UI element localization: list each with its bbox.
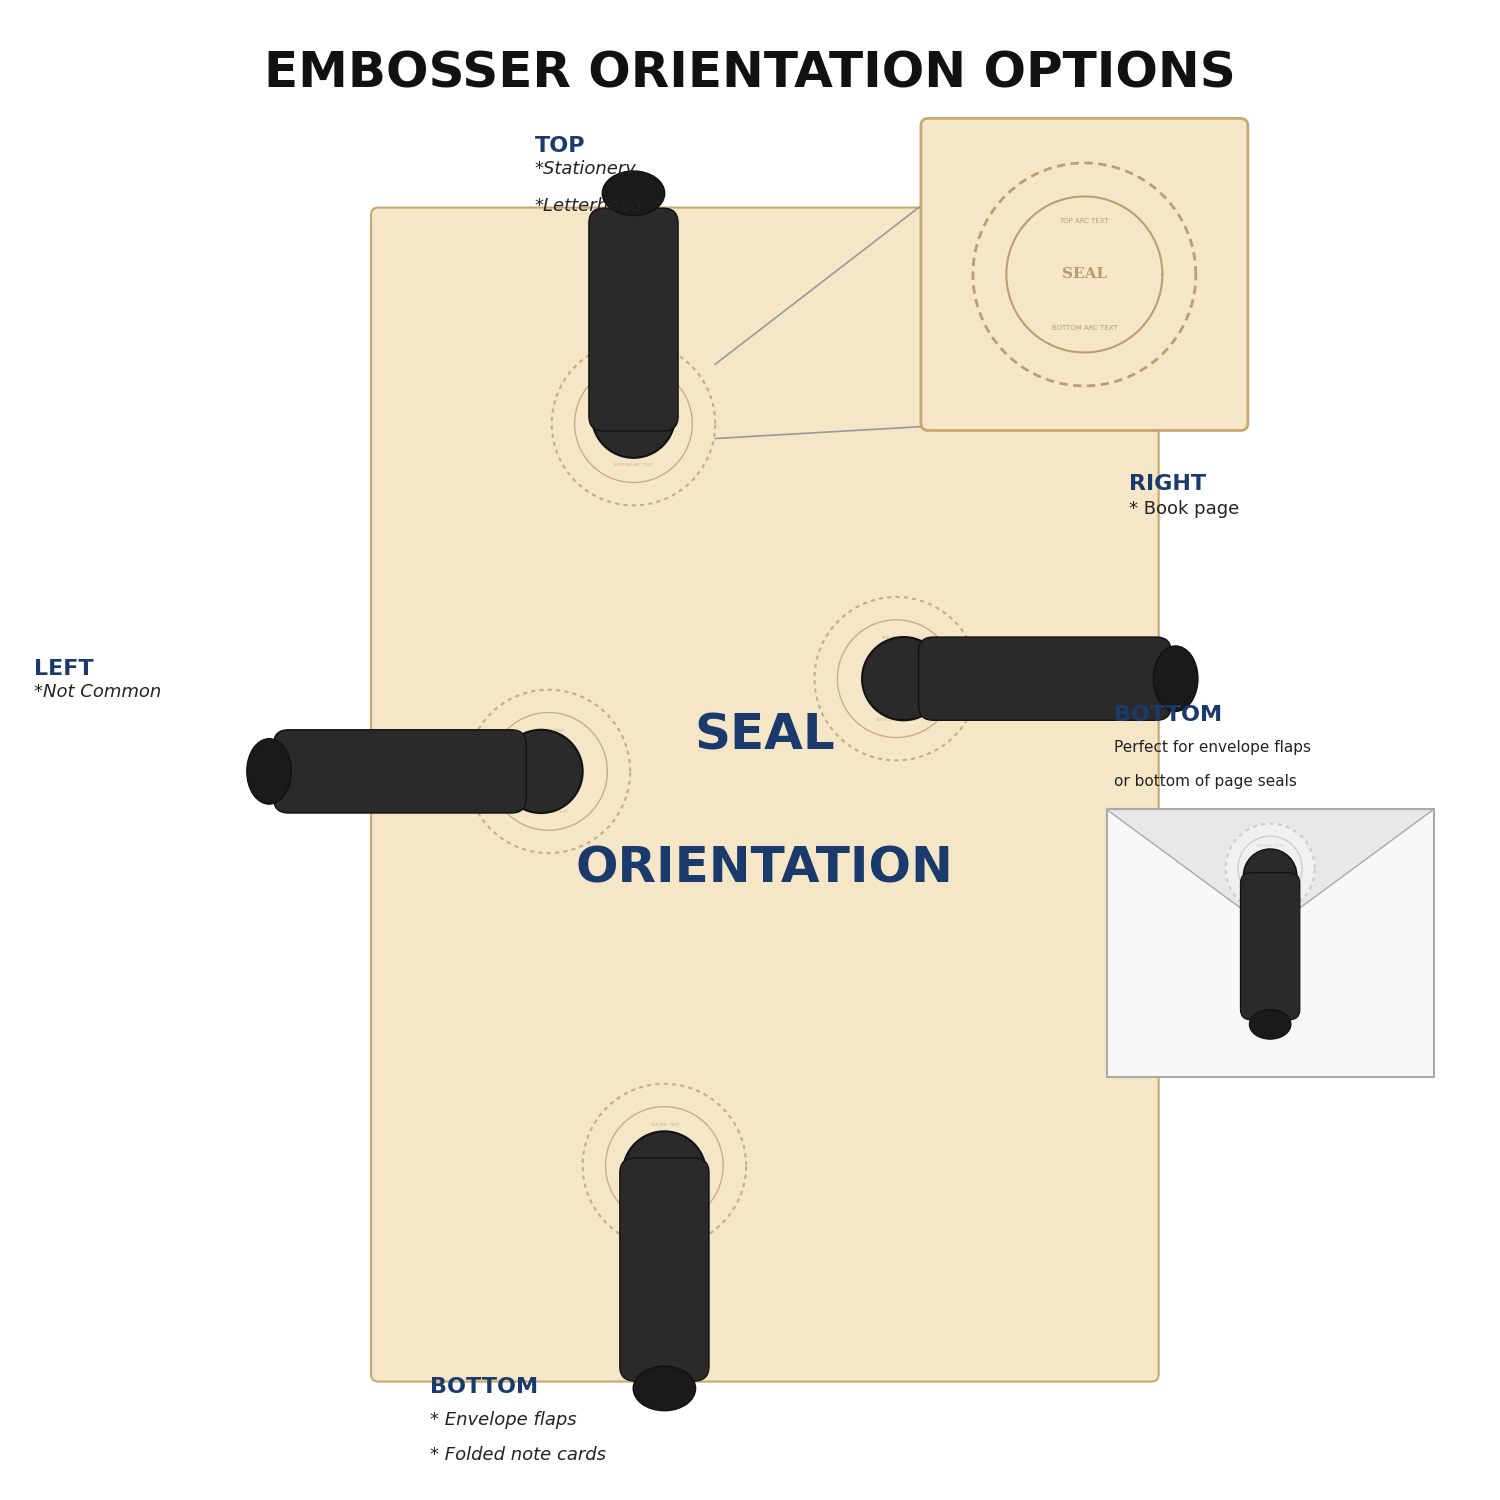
Text: * Book page: * Book page [1130, 501, 1239, 519]
Text: BOTTOM: BOTTOM [1114, 705, 1222, 726]
Text: Perfect for envelope flaps: Perfect for envelope flaps [1114, 740, 1311, 754]
Circle shape [466, 690, 630, 853]
Text: SEAL: SEAL [620, 419, 648, 428]
Text: TOP ARC TEXT: TOP ARC TEXT [1059, 217, 1108, 223]
FancyBboxPatch shape [1107, 810, 1434, 1077]
Text: BOTTOM ARC TEXT: BOTTOM ARC TEXT [530, 810, 568, 814]
Text: or bottom of page seals: or bottom of page seals [1114, 774, 1298, 789]
Text: TOP ARC TEXT: TOP ARC TEXT [650, 1122, 680, 1126]
Text: SEAL: SEAL [1062, 267, 1107, 282]
FancyBboxPatch shape [620, 1158, 710, 1382]
Text: TOP ARC TEXT: TOP ARC TEXT [618, 381, 648, 386]
Text: TOP: TOP [534, 135, 585, 156]
Text: *Stationery: *Stationery [534, 160, 636, 178]
Ellipse shape [1250, 1010, 1292, 1040]
Text: RIGHT: RIGHT [1130, 474, 1206, 495]
Circle shape [622, 1131, 706, 1215]
Text: SEAL: SEAL [650, 1161, 680, 1170]
Text: TOP ARC TEXT: TOP ARC TEXT [882, 636, 910, 640]
FancyBboxPatch shape [1240, 873, 1300, 1020]
Text: *Not Common: *Not Common [33, 682, 160, 700]
FancyBboxPatch shape [590, 209, 678, 430]
Circle shape [1226, 824, 1314, 914]
Text: * Folded note cards: * Folded note cards [430, 1446, 606, 1464]
Text: SEAL: SEAL [694, 711, 836, 759]
Text: BOTTOM ARC TEXT: BOTTOM ARC TEXT [614, 462, 652, 466]
Text: SEAL: SEAL [1256, 864, 1284, 873]
Text: *Letterhead: *Letterhead [534, 196, 642, 214]
Circle shape [592, 375, 675, 458]
Circle shape [582, 1084, 746, 1248]
Text: SEAL: SEAL [534, 766, 562, 776]
Text: EMBOSSER ORIENTATION OPTIONS: EMBOSSER ORIENTATION OPTIONS [264, 50, 1236, 98]
FancyBboxPatch shape [918, 638, 1172, 720]
FancyBboxPatch shape [370, 207, 1158, 1382]
Text: ORIENTATION: ORIENTATION [576, 844, 954, 892]
Circle shape [974, 164, 1196, 386]
Ellipse shape [1154, 646, 1198, 711]
Circle shape [552, 342, 716, 506]
Text: LEFT: LEFT [33, 658, 93, 678]
Text: BOTTOM: BOTTOM [430, 1377, 538, 1396]
Ellipse shape [603, 171, 664, 216]
Text: BOTTOM ARC TEXT: BOTTOM ARC TEXT [1251, 888, 1290, 892]
Circle shape [862, 638, 945, 720]
Ellipse shape [633, 1366, 696, 1410]
Text: TOP ARC TEXT: TOP ARC TEXT [1256, 844, 1286, 847]
Text: * Envelope flaps: * Envelope flaps [430, 1412, 578, 1430]
Text: BOTTOM ARC TEXT: BOTTOM ARC TEXT [645, 1204, 684, 1209]
FancyBboxPatch shape [921, 118, 1248, 430]
Circle shape [500, 730, 582, 813]
Text: BOTTOM ARC TEXT: BOTTOM ARC TEXT [878, 717, 915, 722]
Text: SEAL: SEAL [882, 674, 910, 682]
Ellipse shape [248, 738, 291, 804]
FancyBboxPatch shape [273, 730, 526, 813]
Circle shape [1244, 849, 1298, 903]
Circle shape [815, 597, 978, 760]
Text: BOTTOM ARC TEXT: BOTTOM ARC TEXT [1052, 326, 1118, 332]
Polygon shape [1107, 810, 1434, 930]
Text: TOP ARC TEXT: TOP ARC TEXT [534, 729, 562, 732]
